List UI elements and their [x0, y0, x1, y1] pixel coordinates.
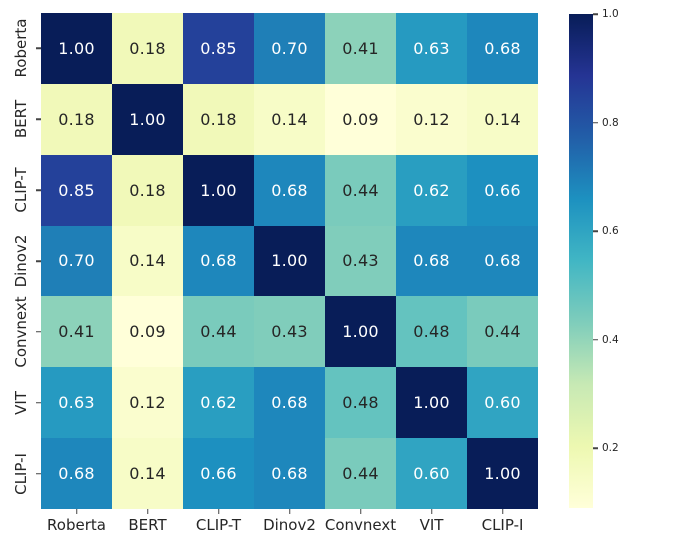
- x-axis-label: Dinov2: [263, 516, 316, 534]
- heatmap-cell: 1.00: [467, 438, 538, 509]
- heatmap-cell: 0.70: [254, 13, 325, 84]
- x-axis-tick: [75, 509, 78, 514]
- colorbar-tick: [593, 447, 598, 450]
- heatmap-cell: 0.62: [396, 154, 467, 226]
- y-axis-label: BERT: [12, 100, 30, 139]
- heatmap-cell: 0.85: [183, 13, 254, 84]
- y-axis-label: CLIP-I: [12, 452, 30, 495]
- heatmap-cell: 0.68: [183, 225, 254, 297]
- x-axis-labels: Roberta BERT CLIP-T Dinov2 Convnext VIT CLIP-I: [41, 509, 538, 540]
- x-axis-label: CLIP-I: [481, 516, 524, 534]
- colorbar-tick: [593, 230, 598, 232]
- heatmap-cell: 0.68: [396, 225, 467, 297]
- colorbar-tick-label: 0.4: [602, 333, 619, 346]
- heatmap-cell: 0.68: [467, 225, 538, 297]
- y-axis-labels: Roberta BERT CLIP-T Dinov2 Convnext VIT CLIP-I: [0, 13, 41, 509]
- x-axis-tick: [501, 509, 504, 514]
- x-axis-tick: [359, 509, 362, 514]
- x-axis-tick: [217, 509, 220, 514]
- colorbar-tick: [593, 121, 598, 124]
- heatmap-cell: 0.60: [396, 438, 467, 509]
- heatmap-cell: 0.68: [254, 154, 325, 226]
- heatmap-cell: 0.18: [112, 13, 183, 84]
- heatmap-cell: 0.41: [41, 296, 112, 368]
- heatmap-cell: 0.12: [396, 83, 467, 155]
- heatmap-cell: 0.44: [325, 438, 396, 509]
- colorbar-tick-label: 1.0: [602, 8, 619, 20]
- heatmap-cell: 0.18: [112, 154, 183, 226]
- x-axis-label: BERT: [128, 516, 167, 534]
- x-axis-tick: [288, 509, 291, 514]
- heatmap-grid: 1.00 0.18 0.85 0.70 0.41 0.63 0.68 0.18 1.00 0.18…: [41, 13, 538, 509]
- colorbar-tick: [593, 338, 598, 341]
- heatmap-cell: 0.60: [467, 367, 538, 439]
- colorbar-tick-label: 0.8: [602, 116, 619, 129]
- heatmap-cell: 0.43: [325, 225, 396, 297]
- y-axis-tick: [36, 189, 41, 191]
- heatmap-cell: 0.63: [41, 367, 112, 439]
- y-axis-label: Dinov2: [12, 234, 30, 288]
- heatmap-cell: 1.00: [325, 296, 396, 368]
- heatmap-cell: 0.68: [254, 367, 325, 439]
- heatmap-cell: 0.14: [112, 438, 183, 509]
- x-axis-label: CLIP-T: [195, 516, 242, 534]
- colorbar-tick: [593, 13, 598, 15]
- heatmap-cell: 0.70: [41, 225, 112, 297]
- y-axis-tick: [36, 401, 41, 404]
- colorbar-tick-label: 0.2: [602, 442, 619, 455]
- x-axis-label: VIT: [419, 516, 444, 534]
- heatmap-cell: 1.00: [396, 367, 467, 439]
- x-axis-label: Roberta: [47, 516, 106, 534]
- heatmap-cell: 0.43: [254, 296, 325, 368]
- heatmap-cell: 0.44: [183, 296, 254, 368]
- colorbar-tick-label: 0.6: [602, 225, 619, 238]
- heatmap-cell: 0.63: [396, 13, 467, 84]
- y-axis-tick: [36, 260, 41, 262]
- heatmap-cell: 0.12: [112, 367, 183, 439]
- heatmap-cell: 0.62: [183, 367, 254, 439]
- y-axis-label: Convnext: [12, 296, 30, 368]
- heatmap-cell: 0.68: [254, 438, 325, 509]
- heatmap-cell: 0.44: [467, 296, 538, 368]
- heatmap-cell: 0.44: [325, 154, 396, 226]
- heatmap-cell: 0.09: [112, 296, 183, 368]
- x-axis-tick: [430, 509, 433, 514]
- heatmap-cell: 0.14: [467, 83, 538, 155]
- heatmap-cell: 1.00: [112, 83, 183, 155]
- y-axis-label: CLIP-T: [12, 167, 30, 213]
- x-axis-tick: [146, 509, 149, 514]
- y-axis-tick: [36, 472, 41, 475]
- heatmap-cell: 0.14: [112, 225, 183, 297]
- heatmap-cell: 0.48: [396, 296, 467, 368]
- heatmap-cell: 0.68: [467, 13, 538, 84]
- colorbar-gradient: [569, 14, 593, 508]
- heatmap-cell: 0.66: [467, 154, 538, 226]
- y-axis-tick: [36, 47, 41, 50]
- y-axis-label: Roberta: [12, 18, 30, 78]
- y-axis-tick: [36, 331, 41, 333]
- heatmap-cell: 1.00: [183, 154, 254, 226]
- y-axis-tick: [36, 118, 41, 121]
- heatmap-cell: 0.66: [183, 438, 254, 509]
- heatmap-cell: 0.09: [325, 83, 396, 155]
- y-axis-label: VIT: [12, 390, 30, 415]
- heatmap-cell: 0.85: [41, 154, 112, 226]
- heatmap-cell: 1.00: [254, 225, 325, 297]
- heatmap-cell: 0.18: [183, 83, 254, 155]
- heatmap-cell: 0.48: [325, 367, 396, 439]
- heatmap-cell: 0.41: [325, 13, 396, 84]
- heatmap-cell: 0.18: [41, 83, 112, 155]
- heatmap-cell: 0.68: [41, 438, 112, 509]
- heatmap-cell: 1.00: [41, 13, 112, 84]
- colorbar: 1.0 0.8 0.6 0.4 0.2: [569, 8, 619, 508]
- x-axis-label: Convnext: [324, 516, 397, 534]
- heatmap-cell: 0.14: [254, 83, 325, 155]
